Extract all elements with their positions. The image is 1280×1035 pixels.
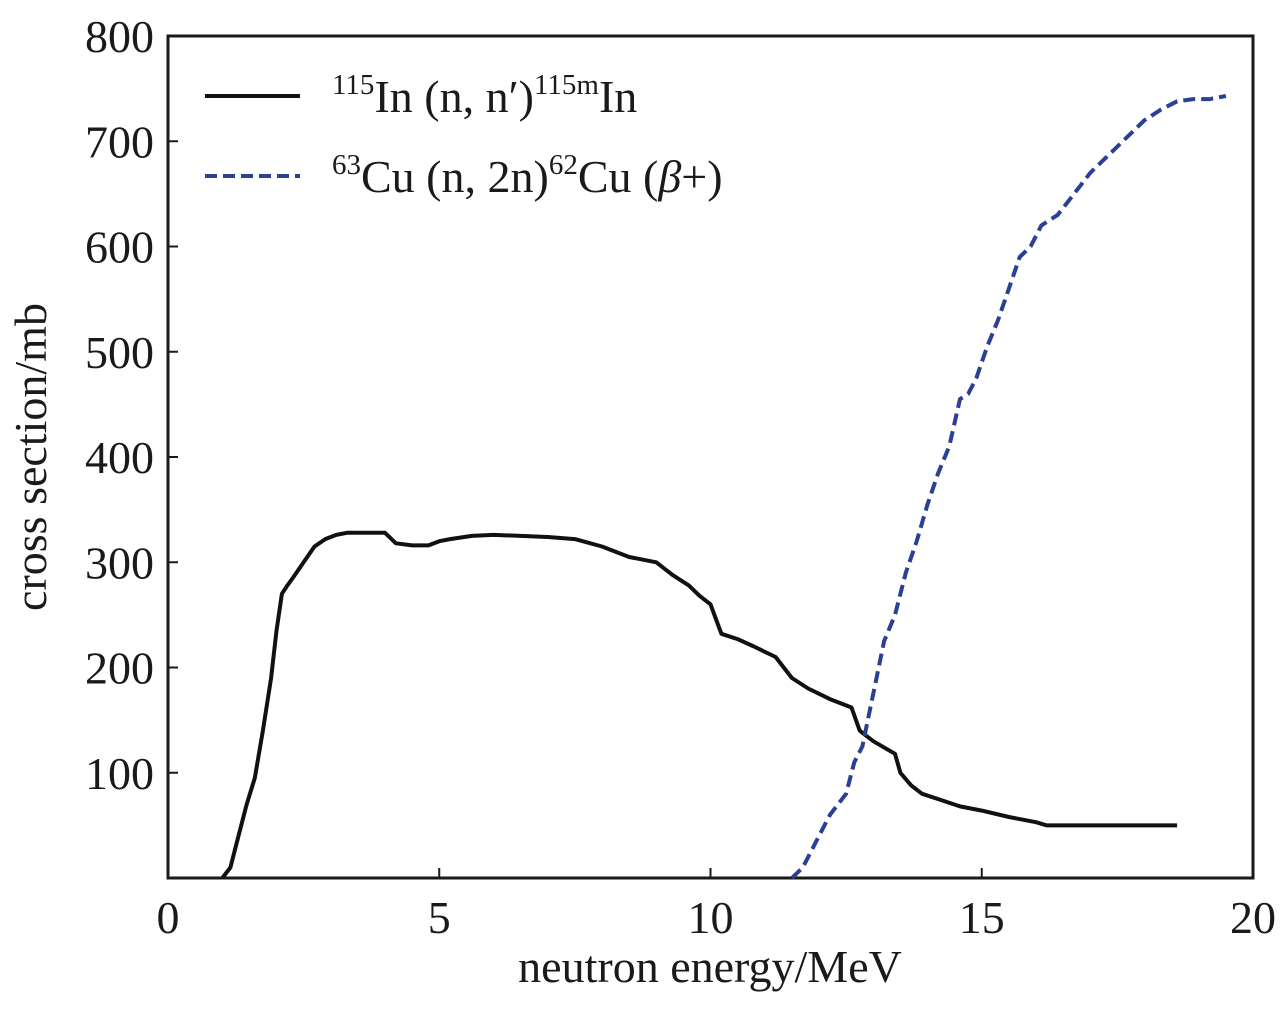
x-tick-label-10: 10: [688, 892, 734, 943]
legend-cu63-end: +): [681, 151, 722, 202]
legend-in115-tail: In: [599, 71, 637, 122]
y-tick-label-300: 300: [85, 537, 154, 588]
legend-in115-sup-isomer: 115m: [534, 69, 599, 101]
y-tick-label-100: 100: [85, 748, 154, 799]
legend-label-in115: 115In (n, n′)115mIn: [332, 69, 637, 122]
y-axis-title: cross section/mb: [5, 303, 56, 611]
y-tick-label-400: 400: [85, 432, 154, 483]
x-axis-title: neutron energy/MeV: [518, 941, 902, 992]
y-tick-label-700: 700: [85, 116, 154, 167]
y-tick-label-500: 500: [85, 327, 154, 378]
x-tick-label-5: 5: [428, 892, 451, 943]
legend-label-cu63: 63Cu (n, 2n)62Cu (β+): [332, 149, 723, 202]
axis-ticks: 0 5 10 15 20 100 200 300 400 500 600 700 800: [85, 11, 1276, 943]
x-tick-label-0: 0: [157, 892, 180, 943]
legend-cu63-tail: Cu (: [578, 151, 659, 202]
x-tick-label-15: 15: [959, 892, 1005, 943]
series-line-cu63: [790, 94, 1227, 880]
legend-cu63-sup-mass: 63: [332, 149, 361, 181]
legend-cu63-main: Cu (n, 2n): [361, 151, 549, 202]
y-tick-label-600: 600: [85, 222, 154, 273]
legend-cu63-beta: β: [657, 151, 681, 202]
y-tick-label-800: 800: [85, 11, 154, 62]
legend-in115-main: In (n, n′): [374, 71, 534, 122]
series-line-in115: [220, 530, 1178, 880]
x-tick-label-20: 20: [1230, 892, 1276, 943]
y-tick-label-200: 200: [85, 643, 154, 694]
legend: 115In (n, n′)115mIn 63Cu (n, 2n)62Cu (β+…: [205, 69, 723, 202]
legend-in115-sup-mass: 115: [332, 69, 374, 101]
legend-cu63-sup-product: 62: [549, 149, 578, 181]
plot-lines: [220, 94, 1227, 880]
